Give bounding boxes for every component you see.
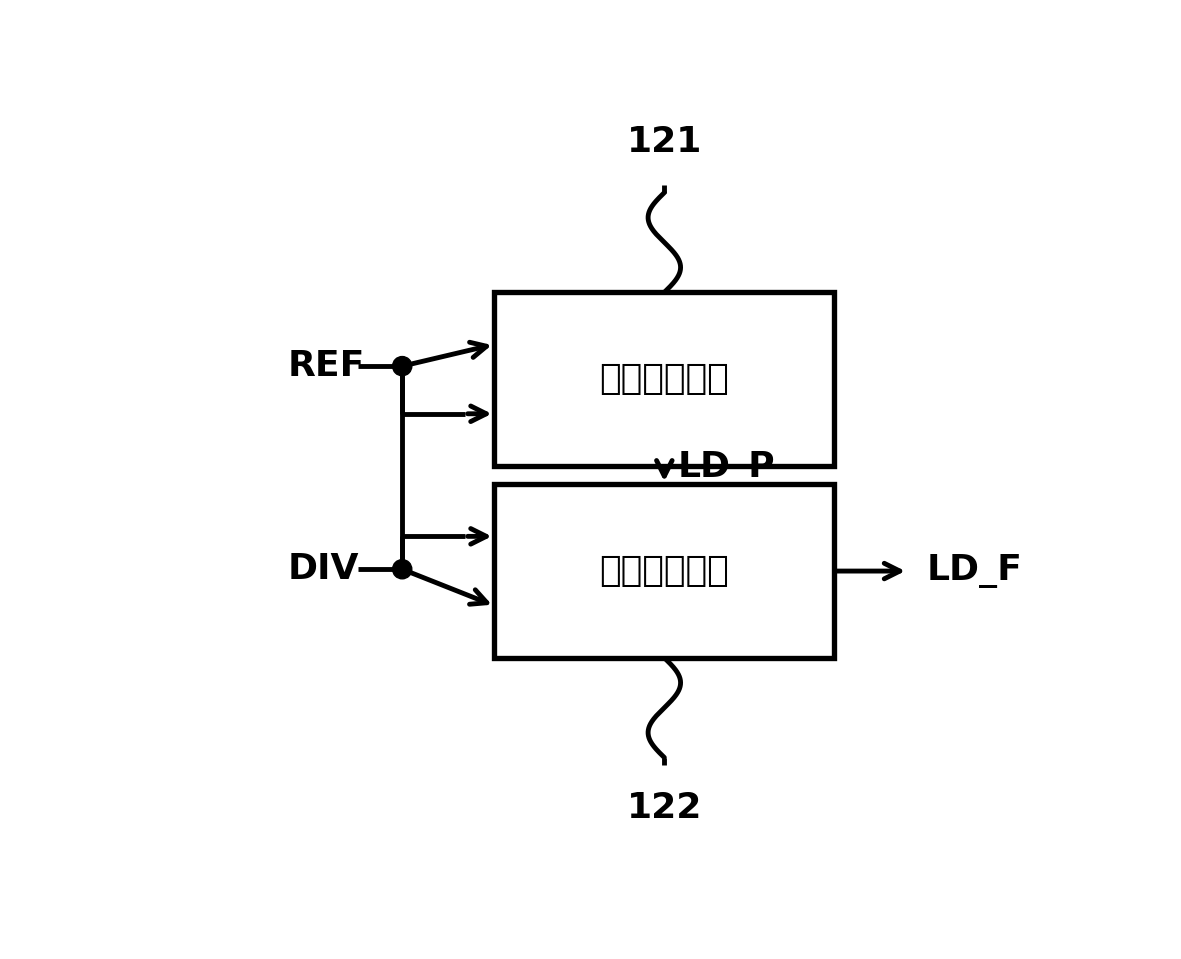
- Text: 相位检测单元: 相位检测单元: [600, 363, 729, 396]
- Polygon shape: [495, 292, 834, 466]
- Text: DIV: DIV: [288, 552, 359, 586]
- Text: 121: 121: [627, 126, 702, 159]
- Circle shape: [392, 357, 412, 376]
- Text: LD_F: LD_F: [926, 554, 1023, 588]
- Text: 122: 122: [627, 791, 702, 825]
- Text: REF: REF: [288, 349, 365, 384]
- Polygon shape: [495, 484, 834, 658]
- Text: 频率检测单元: 频率检测单元: [600, 554, 729, 588]
- Circle shape: [392, 560, 412, 579]
- Text: LD_P: LD_P: [678, 451, 775, 484]
